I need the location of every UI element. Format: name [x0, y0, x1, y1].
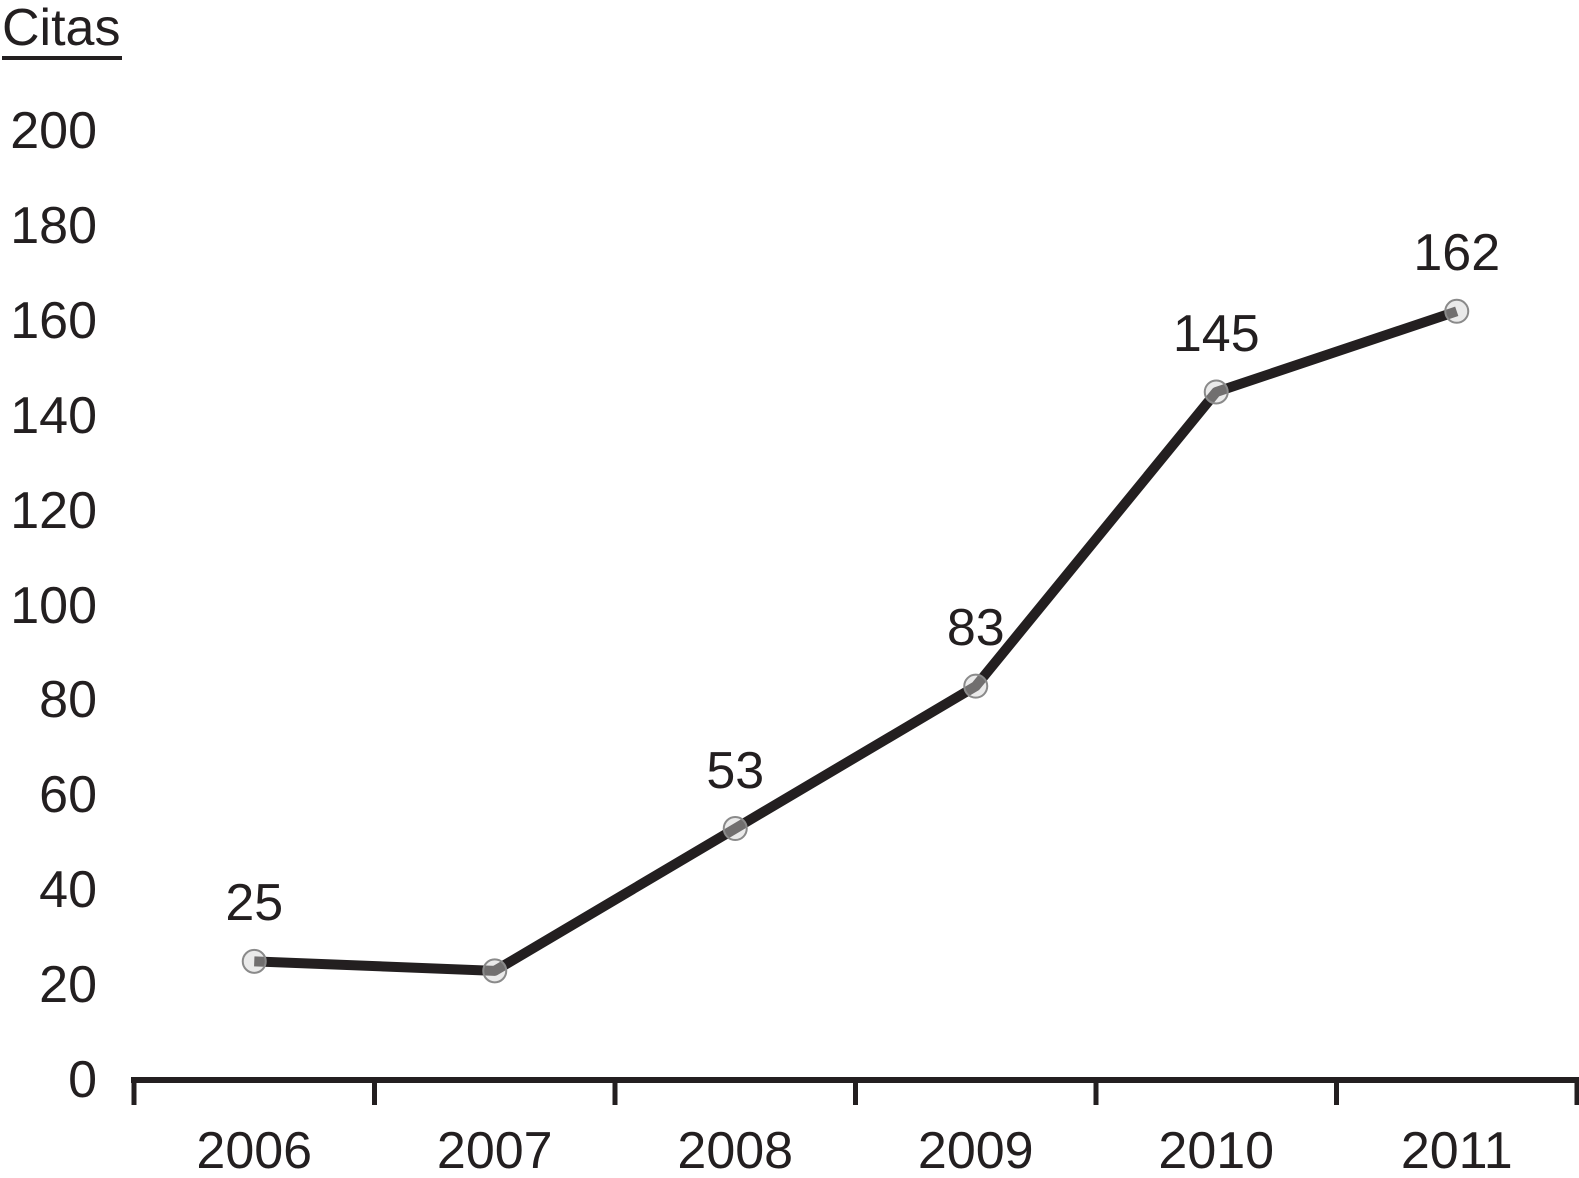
data-label: 53 — [706, 741, 765, 800]
data-point-marker — [963, 673, 989, 699]
x-tick-label: 2007 — [436, 1122, 553, 1178]
x-tick-label: 2011 — [1400, 1122, 1513, 1178]
data-point-marker — [722, 816, 748, 842]
data-label: 25 — [225, 874, 284, 933]
data-point-marker — [482, 958, 508, 984]
x-tick-label: 2006 — [196, 1122, 313, 1178]
y-tick-label: 200 — [10, 102, 97, 160]
y-tick-label: 60 — [39, 766, 97, 825]
data-label: 83 — [946, 599, 1005, 658]
data-point-marker — [1203, 379, 1229, 405]
y-tick-label: 140 — [10, 386, 97, 445]
series-line — [254, 306, 1459, 976]
data-label: 145 — [1172, 304, 1260, 363]
y-axis-title: Citas — [2, 0, 123, 60]
x-tick-label: 2009 — [917, 1122, 1034, 1178]
x-tick-label: 2010 — [1158, 1122, 1275, 1178]
y-tick-label: 180 — [10, 196, 97, 255]
y-tick-label: 100 — [10, 576, 97, 635]
data-label: 162 — [1413, 224, 1501, 283]
data-point-marker — [241, 948, 267, 974]
y-tick-label: 160 — [10, 291, 97, 350]
y-tick-label: 80 — [39, 671, 97, 730]
y-tick-label: 120 — [10, 481, 97, 540]
y-tick-label: 40 — [39, 861, 97, 920]
y-tick-label: 0 — [68, 1051, 97, 1109]
data-point-marker — [1444, 298, 1470, 324]
y-tick-label: 20 — [39, 956, 97, 1015]
x-tick-label: 2008 — [677, 1122, 794, 1178]
